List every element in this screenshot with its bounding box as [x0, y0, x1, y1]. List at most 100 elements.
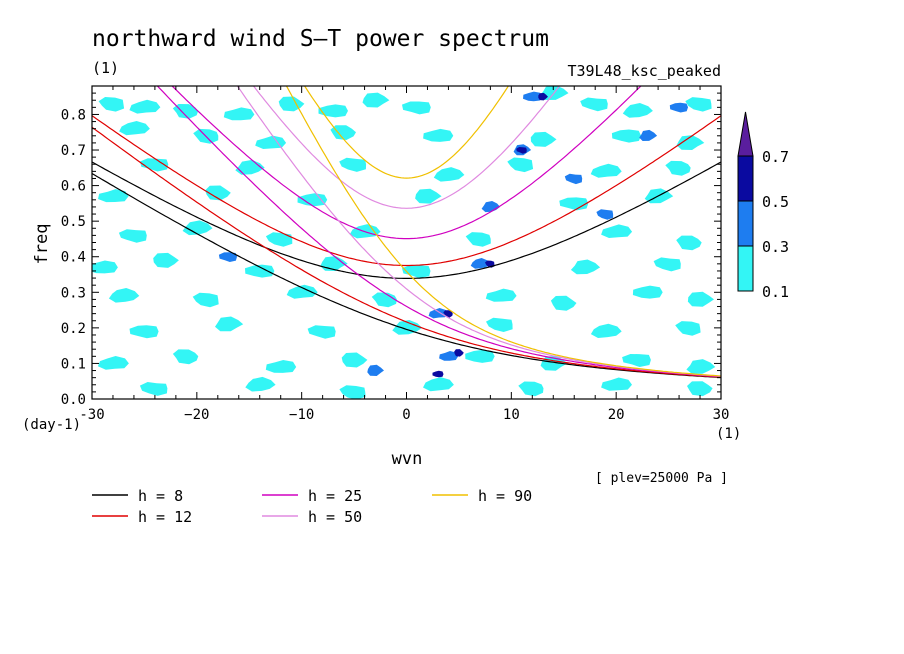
power-patch: [686, 359, 716, 374]
colorbar-swatch: [737, 200, 754, 247]
y-tick-label: 0.6: [61, 179, 86, 195]
chart-title: northward wind S–T power spectrum: [92, 26, 549, 52]
power-patch: [172, 349, 199, 365]
units-label: (1): [92, 59, 119, 77]
power-patch: [307, 325, 336, 339]
legend-label: h = 8: [138, 487, 183, 505]
y-tick-label: 0.7: [61, 143, 86, 159]
x-unit-label: (1): [716, 426, 741, 442]
power-patch: [172, 104, 199, 119]
power-patch: [118, 229, 147, 243]
power-patch: [611, 129, 642, 143]
curve-lower-h12: [92, 126, 721, 378]
power-patch: [339, 157, 367, 172]
power-patch: [362, 92, 390, 108]
curve-lower-h90: [285, 86, 721, 377]
x-tick-label: −20: [184, 407, 209, 423]
power-patch: [570, 259, 601, 275]
power-patch: [530, 131, 557, 147]
dispersion-curves: [92, 86, 721, 379]
colorbar-swatch: [737, 245, 754, 292]
power-patch: [97, 356, 129, 370]
curve-lower-h25: [156, 86, 721, 378]
colorbar-label: 0.3: [762, 238, 789, 256]
power-patch: [265, 232, 293, 247]
power-patch: [470, 258, 490, 269]
power-patch: [590, 163, 622, 178]
power-patch: [129, 325, 159, 339]
power-patch: [153, 252, 179, 268]
power-patch: [367, 364, 384, 376]
curve-upper-h8: [92, 161, 721, 279]
power-patch: [596, 209, 614, 220]
power-patch: [108, 288, 140, 303]
power-patch: [639, 129, 658, 141]
power-patch: [580, 97, 608, 112]
x-tick-label: 20: [608, 407, 625, 423]
power-patch: [415, 188, 442, 204]
power-patch: [685, 97, 712, 112]
power-patch: [432, 370, 444, 378]
power-patch: [423, 128, 454, 142]
power-patch: [486, 317, 513, 332]
power-patch: [119, 121, 150, 136]
power-patch: [632, 285, 663, 299]
power-patch: [465, 349, 495, 363]
power-patch: [139, 382, 168, 396]
power-patch: [523, 91, 542, 102]
level-note: [ plev=25000 Pa ]: [595, 471, 728, 486]
colorbar: 0.1 0.3 0.5 0.7: [737, 111, 789, 301]
curve-lower-h8: [92, 172, 721, 379]
colorbar-swatch: [737, 155, 754, 202]
run-label: T39L48_ksc_peaked: [567, 62, 721, 80]
power-patch: [182, 220, 213, 236]
power-patch: [516, 147, 527, 154]
power-patch: [590, 323, 622, 338]
power-patch: [439, 351, 459, 361]
y-tick-label: 0.4: [61, 250, 86, 266]
power-patch: [218, 252, 237, 262]
power-patch: [245, 376, 276, 392]
power-patch: [286, 284, 318, 299]
power-patch: [665, 160, 691, 176]
y-unit-label: (day-1): [22, 417, 81, 433]
curve-lower-h50: [236, 86, 721, 377]
power-patch: [669, 102, 688, 113]
power-patch: [676, 235, 702, 251]
power-patch: [601, 377, 632, 391]
y-tick-label: 0.1: [61, 356, 86, 372]
power-patch: [129, 99, 161, 114]
x-tick-label: 30: [713, 407, 730, 423]
power-patch: [297, 193, 328, 207]
power-patch: [564, 173, 583, 185]
power-patch: [318, 104, 348, 118]
power-patch: [550, 295, 577, 311]
power-patch: [255, 135, 287, 149]
power-patch: [518, 381, 544, 397]
y-axis-label: freq: [32, 224, 52, 265]
power-patch: [507, 157, 534, 173]
x-tick-label: -30: [79, 407, 104, 423]
power-patch: [98, 97, 125, 112]
power-patch: [465, 232, 491, 247]
power-patch: [223, 107, 255, 121]
power-patch: [687, 381, 713, 397]
power-patch: [235, 159, 265, 175]
y-tick-label: 0.3: [61, 285, 86, 301]
x-axis-label: wvn: [392, 449, 423, 469]
power-patch: [192, 292, 219, 308]
power-patch: [215, 316, 244, 332]
legend-label: h = 25: [308, 487, 362, 505]
legend: h = 8 h = 12 h = 25 h = 50 h = 90: [92, 487, 532, 526]
colorbar-label: 0.5: [762, 193, 789, 211]
x-tick-label: 10: [503, 407, 520, 423]
power-patch: [454, 349, 464, 357]
power-patch: [245, 264, 275, 278]
power-patch: [622, 103, 653, 118]
curve-upper-h50: [252, 86, 561, 209]
power-patch: [402, 265, 431, 279]
power-patch: [428, 308, 448, 319]
power-patch: [433, 167, 465, 182]
curve-upper-h25: [171, 86, 642, 240]
legend-label: h = 12: [138, 508, 192, 526]
